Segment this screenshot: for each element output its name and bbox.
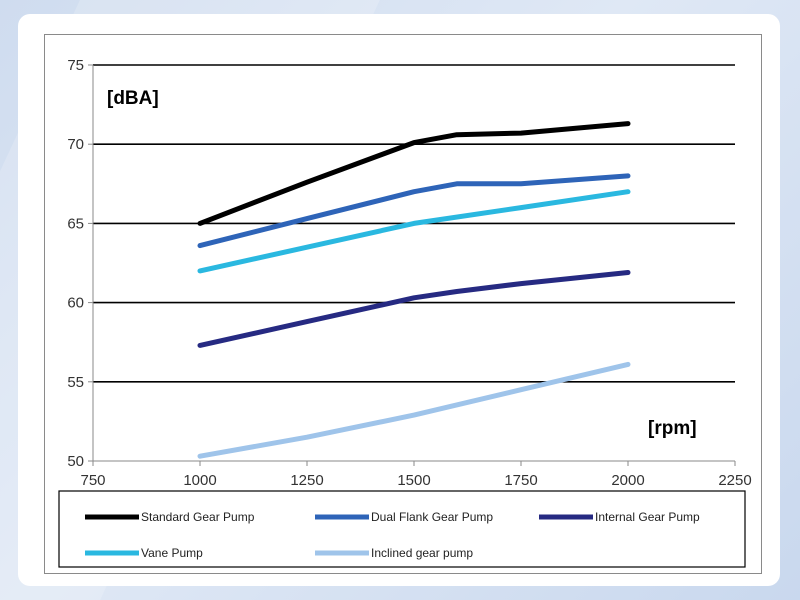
x-tick-label-1250: 1250 [290, 472, 323, 489]
y-tick-label-50: 50 [67, 453, 84, 470]
series-line-4 [197, 189, 631, 274]
y-axis-label: [dBA] [107, 88, 159, 109]
x-tick-label-2000: 2000 [611, 472, 644, 489]
series-line-3 [197, 270, 631, 348]
legend-label-1: Standard Gear Pump [141, 510, 255, 524]
legend-label-4: Vane Pump [141, 546, 203, 560]
legend-label-3: Internal Gear Pump [595, 510, 700, 524]
y-tick-label-65: 65 [67, 215, 84, 232]
y-tick-label-55: 55 [67, 374, 84, 391]
x-tick-label-1750: 1750 [504, 472, 537, 489]
chart-card: 50 55 60 65 70 75 750 1000 1250 1500 1750 2000 2250 … [18, 14, 780, 586]
x-axis-label: [rpm] [648, 418, 697, 439]
y-tick-label-75: 75 [67, 57, 84, 74]
y-tick-label-70: 70 [67, 136, 84, 153]
series-line-1 [197, 121, 631, 226]
x-tick-label-750: 750 [80, 472, 105, 489]
legend-label-2: Dual Flank Gear Pump [371, 510, 493, 524]
x-tick-label-2250: 2250 [718, 472, 751, 489]
axes: 50 55 60 65 70 75 750 1000 1250 1500 1750 2000 2250 [67, 57, 751, 489]
legend: Standard Gear Pump Dual Flank Gear Pump In… [58, 490, 746, 568]
y-tick-label-60: 60 [67, 295, 84, 312]
chart-frame: 50 55 60 65 70 75 750 1000 1250 1500 1750 2000 2250 … [44, 34, 762, 574]
series-line-2 [197, 173, 631, 249]
x-tick-label-1500: 1500 [397, 472, 430, 489]
series-line-5 [197, 361, 631, 459]
legend-box [58, 490, 746, 568]
series-lines [197, 121, 631, 459]
x-tick-label-1000: 1000 [183, 472, 216, 489]
legend-label-5: Inclined gear pump [371, 546, 473, 560]
